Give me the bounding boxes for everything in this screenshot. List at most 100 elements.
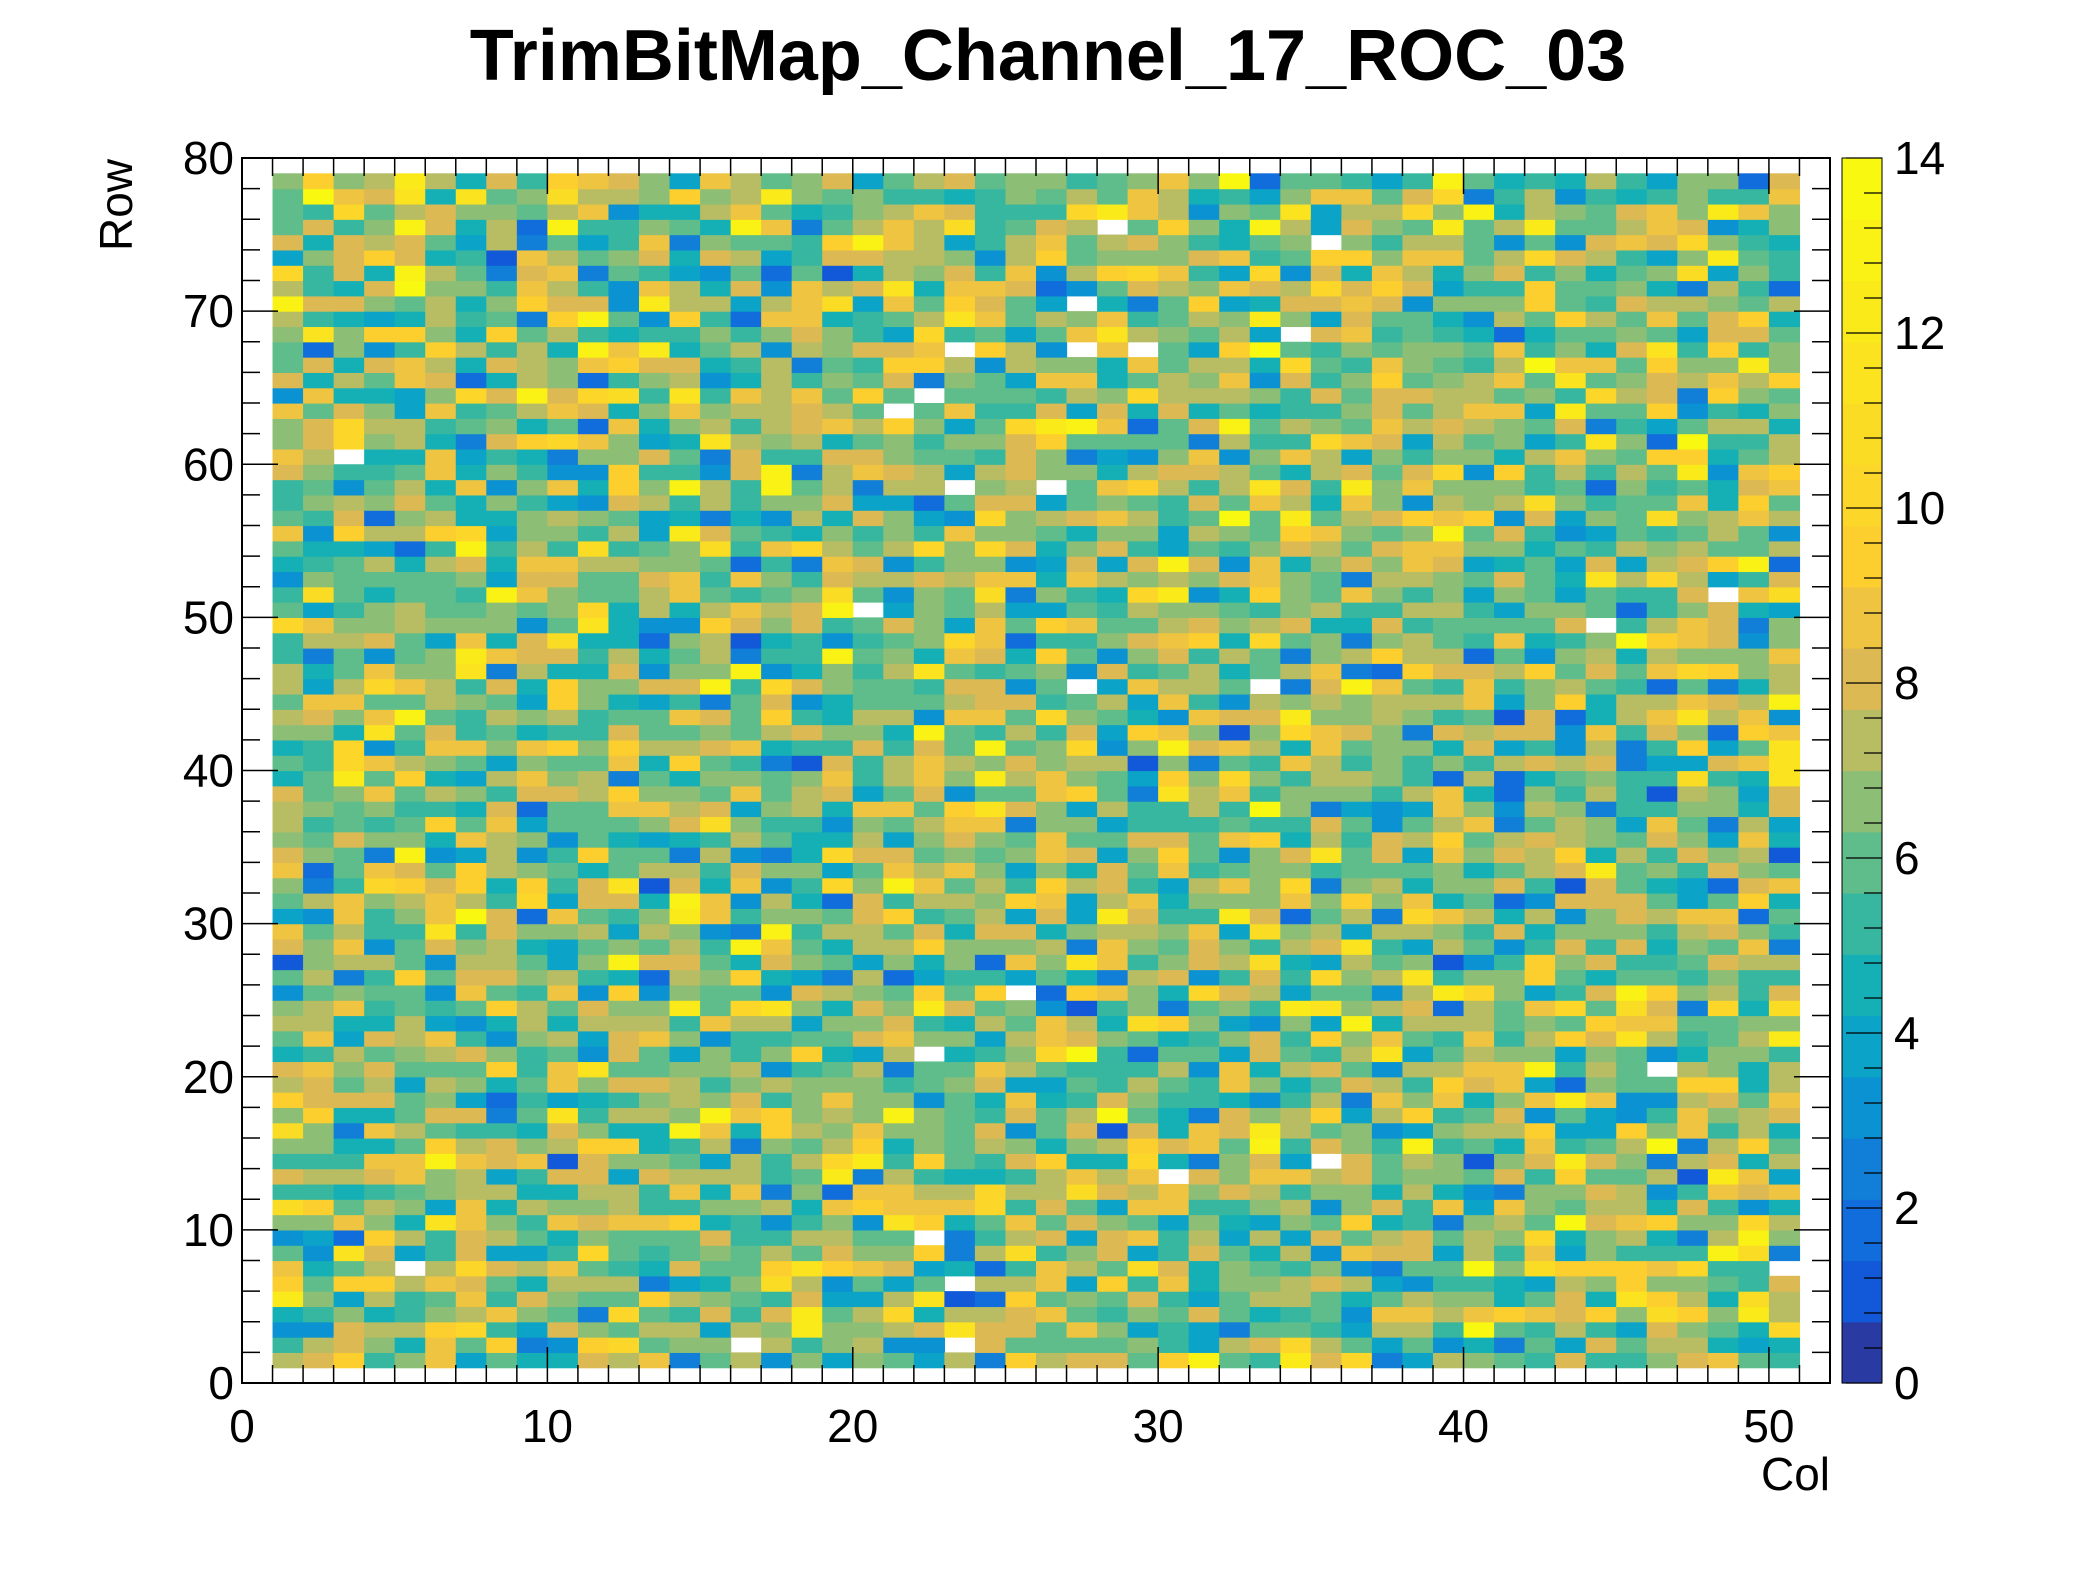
heatmap-cell xyxy=(913,479,945,496)
heatmap-cell xyxy=(791,770,823,787)
heatmap-cell xyxy=(913,938,945,955)
heatmap-cell xyxy=(394,479,426,496)
heatmap-cell xyxy=(1402,1122,1434,1139)
heatmap-cell xyxy=(639,877,671,894)
heatmap-cell xyxy=(1280,448,1312,465)
heatmap-cell xyxy=(913,525,945,542)
heatmap-cell xyxy=(1219,1183,1251,1200)
heatmap-cell xyxy=(272,494,304,511)
heatmap-cell xyxy=(730,1030,762,1047)
heatmap-cell xyxy=(577,877,610,894)
heatmap-cell xyxy=(944,816,976,833)
heatmap-cell xyxy=(1219,908,1251,925)
heatmap-cell xyxy=(364,602,396,618)
heatmap-cell xyxy=(1249,1199,1281,1216)
heatmap-cell xyxy=(1219,755,1251,772)
heatmap-cell xyxy=(425,1260,457,1277)
heatmap-cell xyxy=(1524,724,1556,741)
heatmap-cell xyxy=(761,1168,793,1185)
heatmap-cell xyxy=(1188,280,1220,297)
heatmap-cell xyxy=(1433,586,1465,603)
heatmap-cell xyxy=(1768,341,1801,358)
heatmap-cell xyxy=(1768,969,1801,986)
heatmap-cell xyxy=(761,648,793,664)
heatmap-cell xyxy=(944,586,976,603)
heatmap-cell xyxy=(974,1291,1007,1308)
heatmap-cell xyxy=(333,479,365,496)
heatmap-cell xyxy=(791,1138,823,1154)
heatmap-cell xyxy=(1555,755,1587,772)
heatmap-cell xyxy=(1463,1168,1495,1185)
heatmap-cell xyxy=(1188,341,1220,358)
heatmap-cell xyxy=(1402,464,1434,481)
heatmap-cell xyxy=(1585,1107,1617,1124)
heatmap-cell xyxy=(1707,1061,1739,1078)
heatmap-cell xyxy=(1127,326,1159,343)
heatmap-cell xyxy=(516,1138,548,1154)
heatmap-cell xyxy=(1249,938,1281,955)
heatmap-cell xyxy=(1127,219,1159,236)
heatmap-cell xyxy=(1341,265,1373,282)
heatmap-cell xyxy=(1738,1076,1770,1093)
heatmap-cell xyxy=(547,556,579,573)
heatmap-cell xyxy=(1494,1000,1526,1017)
heatmap-cell xyxy=(394,801,426,818)
heatmap-cell xyxy=(1249,893,1281,909)
heatmap-cell xyxy=(791,510,823,527)
heatmap-cell xyxy=(1066,188,1098,205)
heatmap-cell xyxy=(1524,433,1556,450)
heatmap-cell xyxy=(1768,1291,1801,1308)
heatmap-cell xyxy=(1097,862,1129,879)
heatmap-cell xyxy=(577,1030,610,1047)
heatmap-cell xyxy=(1310,448,1342,465)
heatmap-cell xyxy=(1555,556,1587,573)
heatmap-cell xyxy=(1524,938,1556,955)
heatmap-cell xyxy=(1555,1046,1587,1063)
heatmap-cell xyxy=(974,249,1007,266)
heatmap-cell xyxy=(394,586,426,603)
heatmap-cell xyxy=(1127,663,1159,680)
heatmap-cell xyxy=(547,510,579,527)
heatmap-cell xyxy=(883,219,915,236)
heatmap-cell xyxy=(1616,785,1648,802)
heatmap-cell xyxy=(669,403,701,419)
heatmap-cell xyxy=(333,617,365,634)
heatmap-cell xyxy=(1249,1183,1281,1200)
heatmap-cell xyxy=(1280,234,1312,251)
heatmap-cell xyxy=(455,249,487,266)
heatmap-cell xyxy=(1463,1229,1495,1246)
heatmap-cell xyxy=(1249,387,1281,404)
heatmap-cell xyxy=(547,678,579,695)
heatmap-cell xyxy=(1310,464,1342,481)
heatmap-cell xyxy=(944,1291,976,1308)
heatmap-cell xyxy=(1341,831,1373,848)
heatmap-cell xyxy=(1616,1260,1648,1277)
heatmap-cell xyxy=(1555,586,1587,603)
heatmap-cell xyxy=(547,954,579,971)
heatmap-cell xyxy=(1616,984,1648,1001)
heatmap-cell xyxy=(1127,1275,1159,1292)
heatmap-cell xyxy=(1310,938,1342,955)
heatmap-cell xyxy=(608,923,640,940)
heatmap-cell xyxy=(1768,265,1801,282)
heatmap-cell xyxy=(425,326,457,343)
heatmap-cell xyxy=(1524,188,1556,205)
heatmap-cell xyxy=(608,1352,640,1369)
heatmap-cell xyxy=(1188,1306,1220,1323)
heatmap-cell xyxy=(394,1306,426,1323)
heatmap-cell xyxy=(1433,1321,1465,1338)
colorbar-swatch xyxy=(1842,648,1882,710)
heatmap-cell xyxy=(1310,770,1342,787)
heatmap-cell xyxy=(1555,418,1587,435)
heatmap-cell xyxy=(1097,234,1129,251)
heatmap-cell xyxy=(1768,739,1801,756)
heatmap-cell xyxy=(364,1214,396,1231)
heatmap-cell xyxy=(1524,1046,1556,1063)
heatmap-cell xyxy=(1005,433,1037,450)
heatmap-cell xyxy=(303,969,335,986)
heatmap-cell xyxy=(1463,387,1495,404)
heatmap-cell xyxy=(1555,770,1587,787)
heatmap-cell xyxy=(1188,586,1220,603)
heatmap-cell xyxy=(761,693,793,710)
heatmap-cell xyxy=(1188,1260,1220,1277)
